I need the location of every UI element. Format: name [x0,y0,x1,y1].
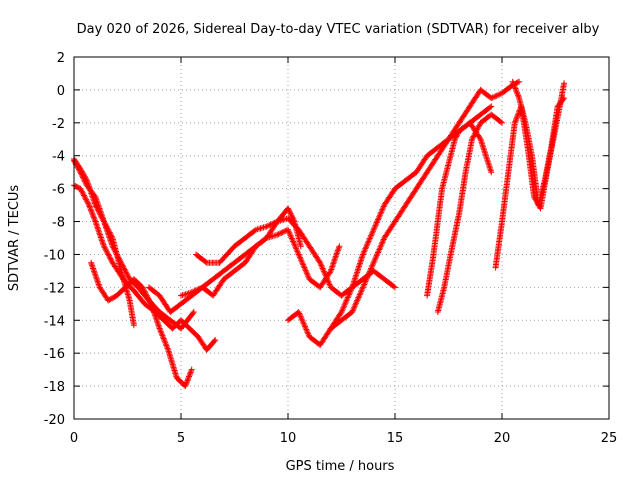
plot-frame [73,56,610,420]
series-arc7 [193,215,398,299]
x-tick-label: 20 [494,431,511,446]
series-arc13 [509,78,568,209]
y-tick-label: 0 [57,84,65,99]
series-arc12 [492,80,568,271]
y-tick-label: -6 [52,183,65,198]
y-tick-label: -16 [44,347,65,362]
y-tick-label: -18 [44,380,65,395]
data-point-markers [178,226,343,299]
data-point-markers [193,215,398,299]
x-tick-label: 10 [280,431,297,446]
chart-title: Day 020 of 2026, Sidereal Day-to-day VTE… [77,22,600,37]
series-arc4 [88,259,195,390]
y-tick-label: -10 [44,248,65,263]
x-tick-label: 0 [70,431,78,446]
x-tick-label: 25 [601,431,618,446]
x-tick-labels: 0 5 10 15 20 25 [70,431,617,446]
data-point-markers [434,111,505,315]
x-tick-label: 15 [387,431,404,446]
data-marks [71,78,568,390]
y-tick-label: -14 [44,314,65,329]
data-point-markers [327,78,523,332]
data-point-markers [509,78,568,209]
y-tick-label: -2 [52,117,65,132]
y-tick-label: 2 [57,51,65,66]
series-arc6 [178,226,343,299]
y-tick-label: -20 [44,413,65,428]
data-point-markers [424,119,495,299]
y-tick-label: -8 [52,216,65,231]
y-tick-label: -4 [52,150,65,165]
series-arc11 [434,111,505,315]
axis-ticks [73,56,610,420]
x-axis-label: GPS time / hours [286,459,395,474]
y-tick-labels: -20-18-16-14-12-10-8-6-4-202 [44,51,65,428]
x-tick-label: 5 [177,431,185,446]
y-axis-label: SDTVAR / TECUs [7,185,22,292]
y-tick-label: -12 [44,281,65,296]
series-arc10 [424,119,495,299]
series-arc9 [327,78,523,332]
grid-lines [74,57,609,419]
data-point-markers [492,80,568,271]
data-point-markers [88,259,195,390]
